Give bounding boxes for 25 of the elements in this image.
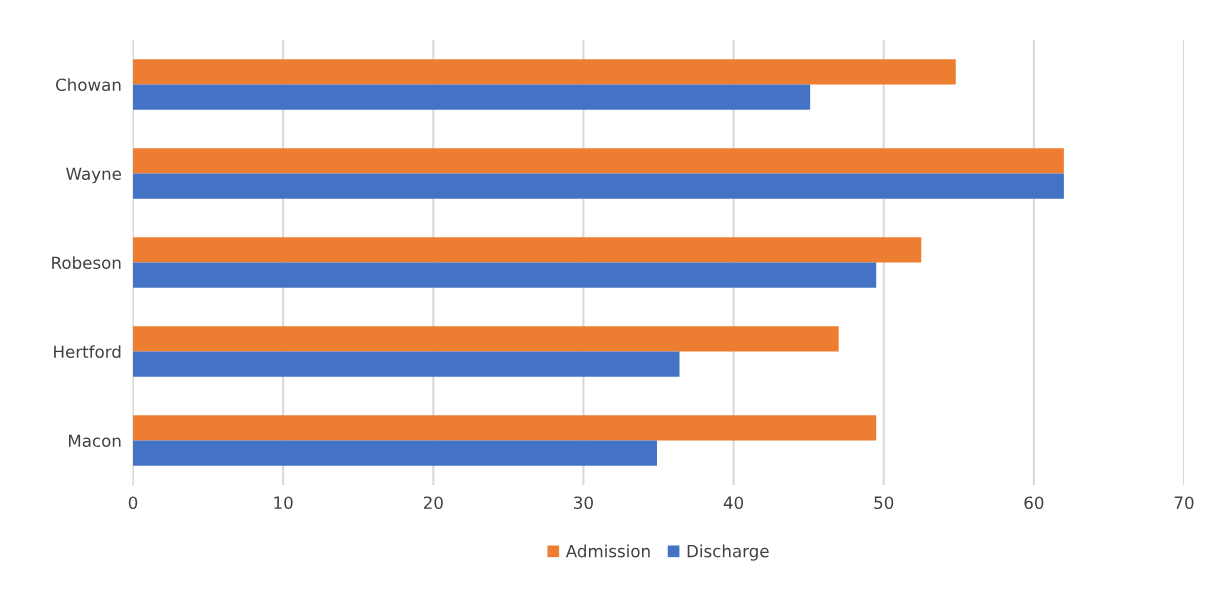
bar xyxy=(133,415,877,441)
legend-label: Admission xyxy=(565,544,650,558)
x-tick-label: 70 xyxy=(1174,496,1194,510)
y-tick-label: Wayne xyxy=(66,167,121,184)
bar xyxy=(133,262,877,288)
x-tick-label: 40 xyxy=(723,496,744,510)
bar xyxy=(133,237,922,263)
bar xyxy=(133,84,811,110)
x-tick-label: 10 xyxy=(274,496,293,510)
x-tick-label: 30 xyxy=(574,496,593,510)
bar xyxy=(133,326,839,352)
bar xyxy=(133,440,657,466)
bar xyxy=(133,173,1064,199)
x-tick-label: 60 xyxy=(1024,496,1044,510)
x-tick-label: 20 xyxy=(423,496,443,510)
bar xyxy=(133,59,956,85)
x-tick-label: 50 xyxy=(874,496,894,510)
x-tick-label: 0 xyxy=(128,496,138,510)
bar xyxy=(133,148,1064,174)
y-tick-label: Hertford xyxy=(54,345,121,359)
legend-label: Discharge xyxy=(687,544,769,561)
y-tick-label: Robeson xyxy=(52,256,121,270)
bar xyxy=(133,351,680,377)
y-tick-label: Chowan xyxy=(56,78,121,92)
y-tick-label: Macon xyxy=(69,434,121,448)
